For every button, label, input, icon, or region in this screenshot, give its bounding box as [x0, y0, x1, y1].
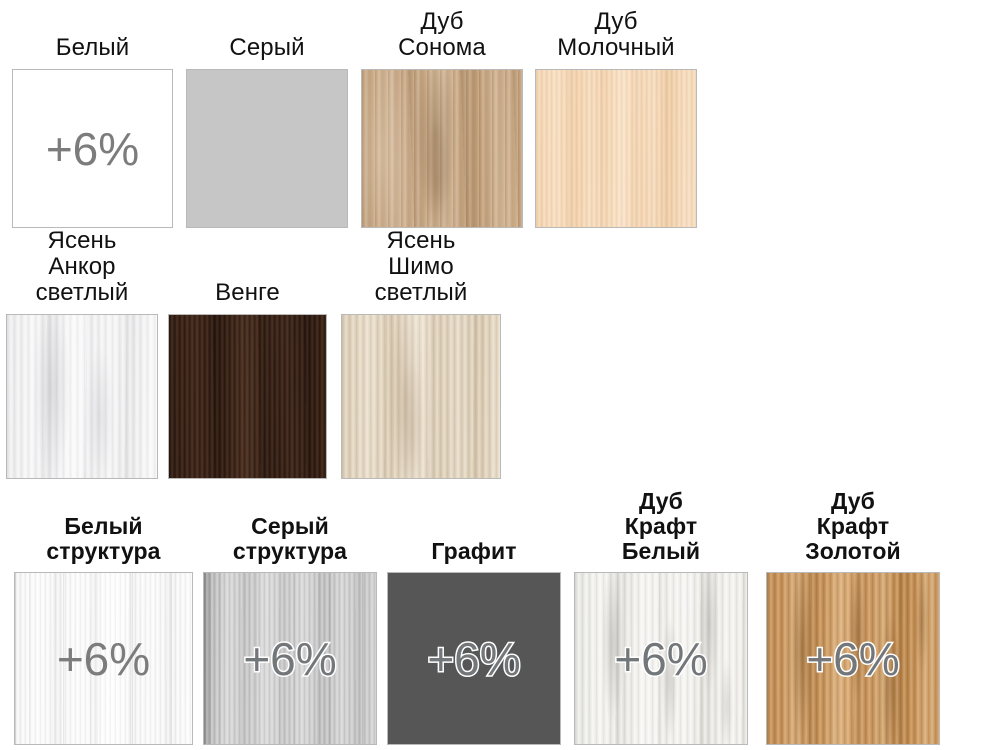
- swatch-tile-seryy-struktura[interactable]: +6%: [203, 572, 377, 745]
- swatch-label-yasen-ankor-svetlyy: Ясень Анкор светлый: [35, 227, 129, 306]
- swatch-row-3: Белый структура +6% Серый структура +6% Граф…: [0, 488, 1000, 750]
- swatch-label-dub-molochnyy: Дуб Молочный: [557, 8, 675, 61]
- swatch-label-seryy-struktura: Серый структура: [232, 513, 348, 564]
- swatch-texture-venge: [169, 315, 326, 478]
- swatch-tile-grafit[interactable]: +6%: [387, 572, 561, 745]
- swatch-texture-belyy: [13, 70, 172, 227]
- swatch-tile-belyy-struktura[interactable]: +6%: [14, 572, 193, 745]
- swatch-label-venge: Венге: [215, 279, 280, 306]
- swatch-label-dub-kraft-belyy: Дуб Крафт Белый: [621, 488, 701, 564]
- swatch-texture-dub-molochnyy: [536, 70, 696, 227]
- swatch-tile-dub-kraft-zolotoy[interactable]: +6%: [766, 572, 940, 745]
- swatch-tile-belyy[interactable]: +6%: [12, 69, 173, 228]
- swatch-label-dub-kraft-zolotoy: Дуб Крафт Золотой: [805, 488, 901, 564]
- swatch-tile-venge[interactable]: [168, 314, 327, 479]
- swatch-texture-dub-kraft-zolotoy: [767, 573, 939, 744]
- swatch-label-seryy: Серый: [229, 34, 305, 61]
- swatch-texture-yasen-ankor-svetlyy: [7, 315, 157, 478]
- swatch-label-yasen-shimo-svetlyy: Ясень Шимо светлый: [374, 227, 468, 306]
- swatch-tile-seryy[interactable]: [186, 69, 348, 228]
- swatch-texture-belyy-struktura: [15, 573, 192, 744]
- swatch-tile-yasen-ankor-svetlyy[interactable]: [6, 314, 158, 479]
- swatch-texture-grafit: [388, 573, 560, 744]
- swatch-label-dub-sonoma: Дуб Сонома: [398, 8, 486, 61]
- swatch-dub-molochnyy[interactable]: Дуб Молочный: [0, 0, 1000, 240]
- swatch-label-belyy-struktura: Белый структура: [46, 513, 161, 564]
- swatch-texture-seryy: [187, 70, 347, 227]
- swatch-row-1: Белый +6% Серый Дуб Сонома Дуб Молочный: [0, 0, 1000, 240]
- swatch-texture-seryy-struktura: [204, 573, 376, 744]
- swatch-label-belyy: Белый: [55, 34, 130, 61]
- swatch-tile-yasen-shimo-svetlyy[interactable]: [341, 314, 501, 479]
- swatch-tile-dub-molochnyy[interactable]: [535, 69, 697, 228]
- swatch-texture-yasen-shimo-svetlyy: [342, 315, 500, 478]
- swatch-yasen-shimo-svetlyy[interactable]: Ясень Шимо светлый: [0, 228, 1000, 495]
- swatch-texture-dub-kraft-belyy: [575, 573, 747, 744]
- swatch-tile-dub-kraft-belyy[interactable]: +6%: [574, 572, 748, 745]
- swatch-texture-dub-sonoma: [362, 70, 522, 227]
- swatch-row-2: Ясень Анкор светлый Венге Ясень Шимо светл…: [0, 228, 1000, 495]
- swatch-label-grafit: Графит: [431, 538, 517, 564]
- swatch-tile-dub-sonoma[interactable]: [361, 69, 523, 228]
